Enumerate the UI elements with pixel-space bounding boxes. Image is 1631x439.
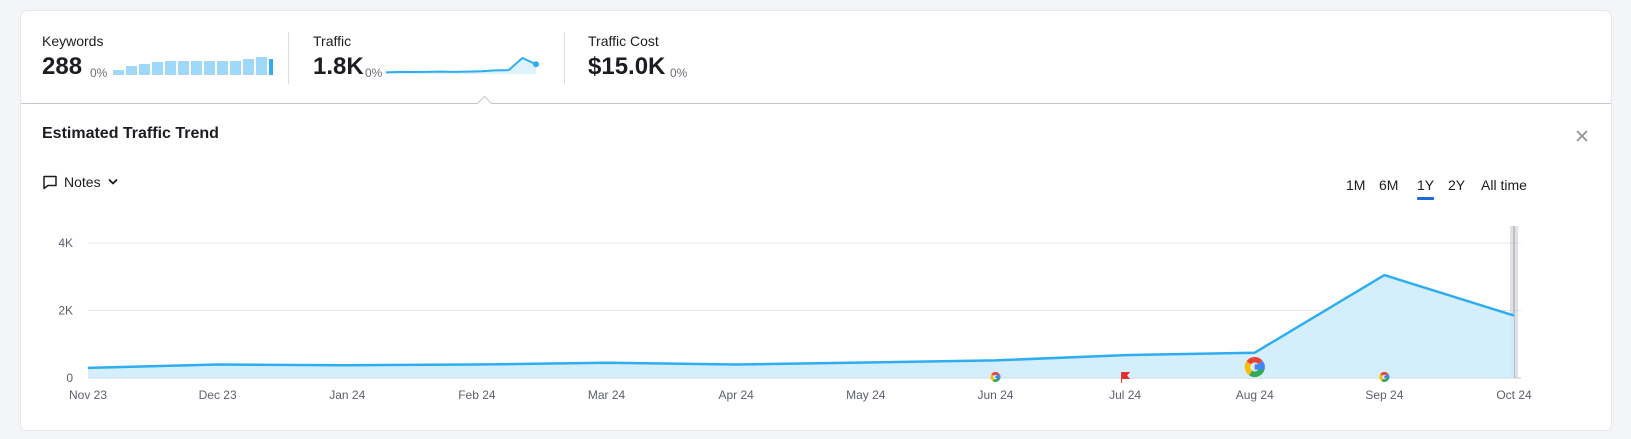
traffic-trend-svg: 0 2K 4K Nov 23 Dec 23 Jan 24 Feb 24 Mar 24 Apr 2…	[58, 226, 1532, 402]
y-tick-label: 2K	[58, 304, 73, 318]
keywords-spark-bar	[126, 66, 137, 75]
x-tick-label: Oct 24	[1496, 388, 1532, 402]
flag-icon[interactable]	[1121, 372, 1131, 383]
x-tick-label: Jun 24	[977, 388, 1013, 402]
range-tab-1y[interactable]: 1Y	[1417, 177, 1435, 200]
google-icon[interactable]	[1379, 372, 1390, 382]
traffic-trend-chart[interactable]: 0 2K 4K Nov 23 Dec 23 Jan 24 Feb 24 Mar 24 Apr 2…	[21, 216, 1611, 430]
keywords-change: 0%	[90, 66, 108, 80]
traffic-area	[88, 275, 1514, 378]
keywords-spark-bar	[217, 61, 228, 75]
x-tick-label: Dec 23	[199, 388, 237, 402]
traffic-cost-metric[interactable]: Traffic Cost $15.0K 0%	[588, 11, 788, 104]
x-tick-label: Jan 24	[329, 388, 365, 402]
y-tick-label: 0	[66, 371, 73, 385]
traffic-label: Traffic	[313, 33, 352, 49]
close-icon	[1576, 130, 1588, 142]
traffic-card: Keywords 288 0% Traffic 1.8K 0% Traffic …	[21, 11, 1611, 430]
metrics-divider	[21, 103, 1611, 104]
metric-separator	[288, 32, 289, 84]
keywords-spark-bar	[139, 64, 150, 75]
traffic-spark-dot	[533, 61, 539, 68]
x-tick-label: Jul 24	[1109, 388, 1141, 402]
metrics-row: Keywords 288 0% Traffic 1.8K 0% Traffic …	[21, 11, 1611, 104]
google-icon[interactable]	[1244, 357, 1265, 377]
notes-dropdown[interactable]: Notes	[42, 171, 119, 193]
keywords-sparkline	[113, 57, 273, 75]
traffic-change: 0%	[365, 66, 383, 80]
keywords-spark-bar	[256, 57, 267, 75]
comment-icon	[43, 175, 57, 190]
keywords-label: Keywords	[42, 33, 104, 49]
x-tick-label: Mar 24	[588, 388, 626, 402]
range-tab-all-time[interactable]: All time	[1481, 177, 1527, 193]
keywords-spark-bar	[165, 61, 176, 75]
traffic-cost-change: 0%	[670, 66, 688, 80]
keywords-spark-bar	[243, 59, 254, 75]
keywords-metric[interactable]: Keywords 288 0%	[42, 11, 282, 104]
keywords-spark-bar	[113, 70, 124, 75]
keywords-spark-bar	[269, 59, 273, 75]
keywords-value: 288	[42, 53, 83, 80]
traffic-cost-label: Traffic Cost	[588, 33, 659, 49]
range-tab-6m[interactable]: 6M	[1379, 177, 1399, 193]
chevron-down-icon	[108, 179, 117, 185]
keywords-spark-bar	[191, 61, 202, 75]
x-tick-label: May 24	[846, 388, 886, 402]
traffic-cost-value: $15.0K	[588, 53, 666, 80]
x-tick-label: Nov 23	[69, 388, 107, 402]
traffic-sparkline	[386, 56, 539, 74]
keywords-spark-bar	[204, 61, 215, 75]
traffic-spark-line	[386, 56, 537, 74]
x-tick-label: Sep 24	[1365, 388, 1403, 402]
x-tick-label: Aug 24	[1236, 388, 1274, 402]
keywords-spark-bar	[152, 62, 163, 75]
x-tick-label: Feb 24	[458, 388, 496, 402]
y-tick-label: 4K	[58, 236, 73, 250]
traffic-value: 1.8K	[313, 53, 364, 80]
panel-title: Estimated Traffic Trend	[42, 125, 219, 142]
traffic-line	[87, 273, 1515, 370]
notes-label: Notes	[64, 174, 101, 190]
metric-separator	[564, 32, 565, 84]
close-button[interactable]	[1576, 127, 1588, 145]
x-tick-label: Apr 24	[719, 388, 755, 402]
range-tab-2y[interactable]: 2Y	[1448, 177, 1466, 193]
traffic-metric[interactable]: Traffic 1.8K 0%	[313, 11, 563, 104]
keywords-spark-bar	[230, 61, 241, 75]
range-tab-1m[interactable]: 1M	[1346, 177, 1366, 193]
google-icon[interactable]	[990, 372, 1001, 382]
keywords-spark-bar	[178, 61, 189, 75]
